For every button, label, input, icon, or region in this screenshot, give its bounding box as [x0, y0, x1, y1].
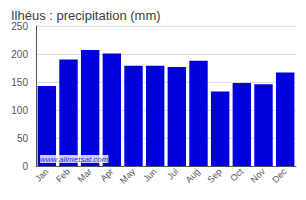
svg-text:50: 50 — [17, 133, 29, 144]
svg-text:Aug: Aug — [184, 166, 202, 184]
svg-text:May: May — [118, 166, 137, 185]
svg-text:Ilhéus : precipitation (mm): Ilhéus : precipitation (mm) — [11, 8, 161, 23]
svg-text:Nov: Nov — [249, 166, 268, 185]
svg-text:150: 150 — [11, 77, 28, 88]
svg-text:Jun: Jun — [141, 166, 158, 183]
svg-text:200: 200 — [11, 49, 28, 60]
svg-text:Jul: Jul — [165, 166, 180, 181]
svg-text:Jan: Jan — [33, 166, 50, 183]
svg-text:Dec: Dec — [270, 166, 289, 185]
svg-text:Sep: Sep — [205, 166, 223, 184]
svg-text:www.allmetsat.com: www.allmetsat.com — [40, 155, 109, 164]
svg-text:0: 0 — [22, 161, 28, 172]
svg-text:Apr: Apr — [98, 166, 115, 183]
svg-text:100: 100 — [11, 105, 28, 116]
svg-text:Mar: Mar — [76, 166, 94, 184]
svg-text:Oct: Oct — [228, 166, 245, 183]
svg-text:Feb: Feb — [54, 166, 72, 184]
svg-text:250: 250 — [11, 20, 28, 32]
